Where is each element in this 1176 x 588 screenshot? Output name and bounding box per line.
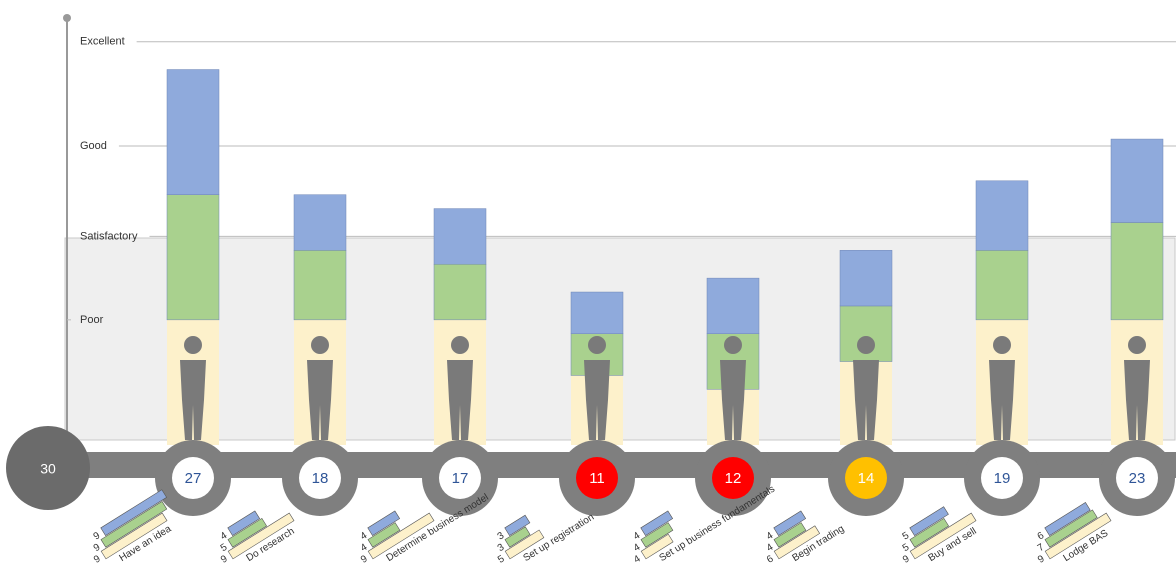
breakdown-label: 9 bbox=[219, 553, 230, 566]
silhouette-head bbox=[451, 336, 469, 354]
silhouette-head bbox=[588, 336, 606, 354]
breakdown-label: 4 bbox=[632, 530, 643, 543]
breakdown-label: 9 bbox=[901, 553, 912, 566]
bar-segment bbox=[976, 250, 1028, 320]
y-tick-label: Satisfactory bbox=[80, 230, 138, 242]
bar-segment bbox=[167, 70, 219, 195]
y-axis-cap bbox=[63, 14, 71, 22]
stage-total: 18 bbox=[312, 470, 329, 487]
silhouette-head bbox=[311, 336, 329, 354]
breakdown-label: 3 bbox=[496, 542, 507, 555]
silhouette-head bbox=[993, 336, 1011, 354]
breakdown-label: 4 bbox=[219, 530, 230, 543]
bar-segment bbox=[294, 250, 346, 320]
breakdown-label: 9 bbox=[359, 553, 370, 566]
stage-total: 14 bbox=[858, 470, 875, 487]
breakdown-label: 6 bbox=[1036, 530, 1047, 543]
breakdown-label: 9 bbox=[92, 542, 103, 555]
bar-segment bbox=[434, 209, 486, 265]
timeline-start-label: 30 bbox=[40, 461, 56, 477]
page: 30 PoorSatisfactoryGoodExcellent27999Hav… bbox=[0, 0, 1176, 588]
stage-total: 23 bbox=[1129, 470, 1146, 487]
breakdown-label: 5 bbox=[496, 553, 507, 566]
breakdown-label: 4 bbox=[765, 530, 776, 543]
y-tick-label: Poor bbox=[80, 314, 104, 326]
breakdown-label: 9 bbox=[92, 553, 103, 566]
breakdown-label: 9 bbox=[92, 530, 103, 543]
breakdown-label: 4 bbox=[632, 553, 643, 566]
bar-segment bbox=[1111, 223, 1163, 320]
stage-total: 27 bbox=[185, 470, 202, 487]
bar-segment bbox=[571, 292, 623, 334]
breakdown-label: 4 bbox=[359, 542, 370, 555]
stage-total: 12 bbox=[725, 470, 742, 487]
breakdown-label: 6 bbox=[765, 553, 776, 566]
breakdown-label: 5 bbox=[901, 542, 912, 555]
stage-total: 19 bbox=[994, 470, 1011, 487]
y-tick-label: Good bbox=[80, 140, 107, 152]
breakdown-label: 5 bbox=[219, 542, 230, 555]
bar-segment bbox=[294, 195, 346, 251]
breakdown-label: 4 bbox=[632, 542, 643, 555]
silhouette-head bbox=[724, 336, 742, 354]
bar-segment bbox=[1111, 139, 1163, 222]
bar-segment bbox=[167, 195, 219, 320]
breakdown-label: 4 bbox=[765, 542, 776, 555]
silhouette-head bbox=[184, 336, 202, 354]
bar-segment bbox=[976, 181, 1028, 251]
breakdown-label: 5 bbox=[901, 530, 912, 543]
chart: 30 PoorSatisfactoryGoodExcellent27999Hav… bbox=[0, 0, 1176, 588]
breakdown-label: 7 bbox=[1036, 542, 1047, 555]
bar-segment bbox=[434, 264, 486, 320]
breakdown-label: 4 bbox=[359, 530, 370, 543]
silhouette-head bbox=[857, 336, 875, 354]
stage-total: 17 bbox=[452, 470, 469, 487]
bar-segment bbox=[707, 278, 759, 334]
y-tick-label: Excellent bbox=[80, 36, 125, 48]
breakdown-label: 9 bbox=[1036, 553, 1047, 566]
silhouette-head bbox=[1128, 336, 1146, 354]
bar-segment bbox=[840, 250, 892, 306]
breakdown-label: 3 bbox=[496, 530, 507, 543]
stage-total: 11 bbox=[589, 470, 605, 487]
